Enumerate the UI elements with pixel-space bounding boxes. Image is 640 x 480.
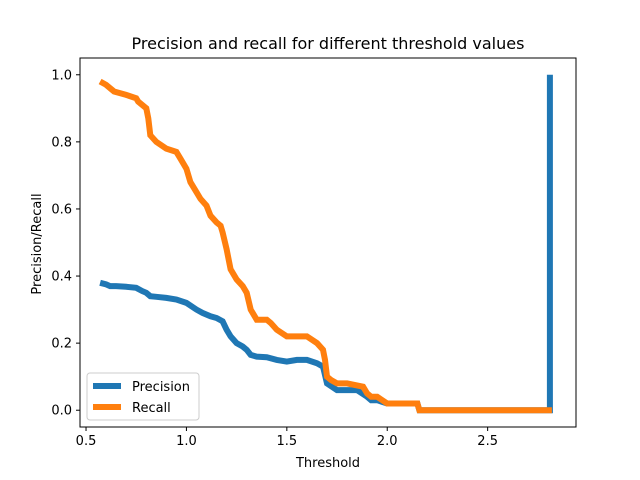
series-line-recall bbox=[98, 78, 552, 414]
y-tick-label: 0.2 bbox=[51, 337, 72, 352]
x-tick-label: 0.5 bbox=[76, 434, 97, 449]
axes-frame bbox=[79, 57, 577, 428]
y-tick-label: 1.0 bbox=[51, 68, 72, 83]
x-tick-label: 1.0 bbox=[176, 434, 197, 449]
legend: Precision Recall bbox=[86, 372, 200, 421]
y-tick-label: 0.4 bbox=[51, 270, 72, 285]
y-tick-label: 0.6 bbox=[51, 202, 72, 217]
y-axis-label: Precision/Recall bbox=[30, 193, 45, 294]
legend-label-precision: Precision bbox=[132, 380, 190, 395]
legend-label-recall: Recall bbox=[132, 401, 171, 416]
x-axis-label: Threshold bbox=[295, 456, 360, 471]
x-axis: 0.5 1.0 1.5 2.0 2.5 bbox=[76, 427, 498, 449]
y-axis: 0.0 0.2 0.4 0.6 0.8 1.0 bbox=[51, 68, 80, 419]
chart-title: Precision and recall for different thres… bbox=[132, 34, 525, 53]
plot-area bbox=[98, 74, 553, 414]
y-tick-label: 0.0 bbox=[51, 404, 72, 419]
x-tick-label: 2.5 bbox=[477, 434, 498, 449]
y-tick-label: 0.8 bbox=[51, 135, 72, 150]
x-tick-label: 2.0 bbox=[377, 434, 398, 449]
x-tick-label: 1.5 bbox=[276, 434, 297, 449]
